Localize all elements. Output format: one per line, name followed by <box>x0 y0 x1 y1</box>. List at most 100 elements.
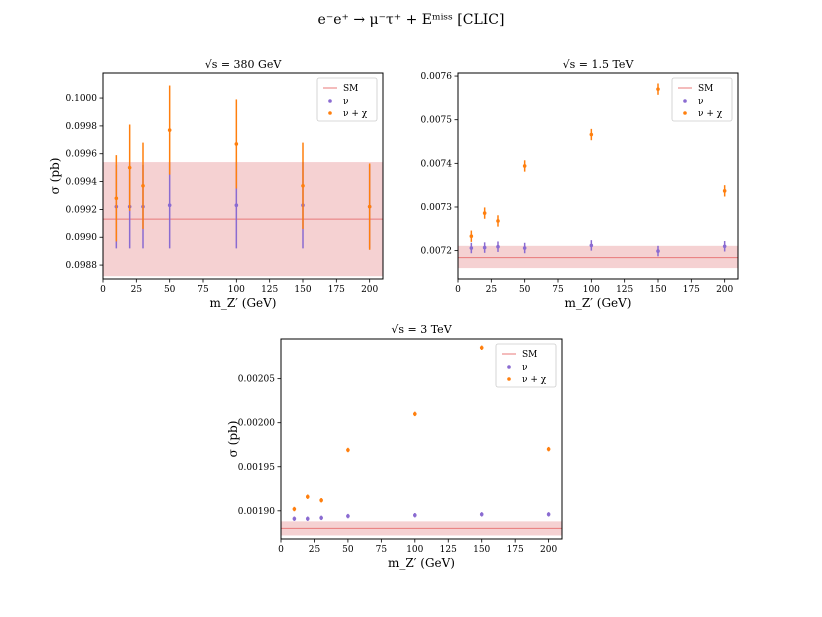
y-axis-label: σ (pb) <box>226 421 240 458</box>
data-point <box>546 512 551 517</box>
data-point <box>589 132 594 137</box>
axes-frame <box>457 72 739 280</box>
data-point <box>346 448 350 452</box>
y-tick-label: 0.0996 <box>66 150 98 160</box>
data-point <box>482 245 487 250</box>
x-tick-label: 100 <box>583 285 600 295</box>
legend-nu-chi-label: ν + χ <box>698 109 723 119</box>
data-point <box>234 203 239 208</box>
data-point <box>722 189 727 193</box>
series-nu-chi <box>469 83 727 242</box>
series-nu <box>292 512 551 521</box>
x-tick-label: 25 <box>131 285 143 295</box>
legend-nu-chi-label: ν + χ <box>343 109 368 119</box>
y-tick-label: 0.0076 <box>421 72 453 82</box>
x-tick-label: 175 <box>328 285 345 295</box>
x-tick-label: 50 <box>519 285 531 295</box>
series-nu-chi <box>114 85 372 250</box>
data-point <box>496 244 500 249</box>
data-point <box>479 512 484 517</box>
x-tick-label: 75 <box>376 545 388 555</box>
x-tick-label: 75 <box>552 285 564 295</box>
x-tick-label: 150 <box>649 285 666 295</box>
x-axis-label: m_Z′ (GeV) <box>210 296 277 310</box>
data-point <box>722 244 727 249</box>
data-point <box>656 249 660 253</box>
x-tick-label: 25 <box>309 545 321 555</box>
data-point <box>346 514 350 518</box>
legend-nu-chi-marker <box>683 111 687 115</box>
panel-380gev: 0 25 50 75 100 125 150 175 200 0.0988 0.0990 0.0992… <box>48 58 384 310</box>
legend-nu-marker <box>328 99 332 103</box>
data-point <box>413 412 417 416</box>
data-point <box>167 128 172 132</box>
x-tick-label: 50 <box>342 545 354 555</box>
data-point <box>292 516 297 521</box>
legend-sm-label: SM <box>698 84 713 94</box>
x-tick-label: 200 <box>716 285 733 295</box>
x-tick-label: 50 <box>164 285 176 295</box>
x-tick-label: 200 <box>361 285 378 295</box>
y-tick-label: 0.0075 <box>421 116 453 126</box>
axes-frame <box>102 72 384 280</box>
data-point <box>656 87 660 91</box>
data-point <box>305 494 310 499</box>
y-tick-label: 0.0994 <box>66 178 98 188</box>
data-point <box>496 219 500 223</box>
data-point <box>301 183 305 188</box>
y-tick-label: 0.0072 <box>421 247 453 257</box>
x-tick-label: 75 <box>197 285 209 295</box>
x-tick-label: 125 <box>440 545 457 555</box>
x-tick-label: 100 <box>406 545 423 555</box>
legend-nu-label: ν <box>343 97 348 107</box>
x-tick-label: 175 <box>683 285 700 295</box>
legend-sm-label: SM <box>343 84 358 94</box>
legend-nu-label: ν <box>522 363 527 373</box>
panel-title: √s = 380 GeV <box>205 58 283 71</box>
x-axis-label: m_Z′ (GeV) <box>388 556 455 570</box>
data-point <box>522 246 527 250</box>
panel-title: √s = 1.5 TeV <box>563 58 635 71</box>
data-point <box>482 211 487 215</box>
data-point <box>413 513 417 518</box>
x-tick-label: 125 <box>261 285 278 295</box>
legend-nu-chi-label: ν + χ <box>522 375 547 385</box>
data-point <box>141 183 145 188</box>
y-tick-label: 0.0990 <box>66 233 98 243</box>
data-point <box>234 142 239 146</box>
data-point <box>469 234 474 239</box>
x-tick-label: 100 <box>228 285 245 295</box>
x-tick-label: 175 <box>507 545 524 555</box>
y-tick-label: 0.0988 <box>66 261 98 271</box>
data-point <box>127 165 132 170</box>
data-point <box>589 243 594 248</box>
legend: SM ν ν + χ <box>495 343 557 388</box>
data-point <box>319 516 323 520</box>
data-point <box>546 447 551 451</box>
y-tick-label: 0.0073 <box>421 203 453 213</box>
x-tick-label: 200 <box>540 545 557 555</box>
data-point <box>292 507 297 511</box>
sm-band <box>458 245 738 269</box>
x-tick-label: 0 <box>455 285 461 295</box>
panel-3tev: 0 25 50 75 100 125 150 175 200 0.00190 0.00195 0.00… <box>226 323 563 570</box>
data-point <box>522 164 527 168</box>
data-point <box>319 498 323 503</box>
y-tick-label: 0.0992 <box>66 205 98 215</box>
y-axis-label: σ (pb) <box>48 158 62 195</box>
data-point <box>367 204 372 209</box>
y-tick-label: 0.1000 <box>66 94 98 104</box>
x-tick-label: 150 <box>473 545 490 555</box>
data-point <box>469 246 474 250</box>
figure-title: e⁻e⁺ → μ⁻τ⁺ + Eᵐⁱˢˢ [CLIC] <box>318 12 505 28</box>
legend-sm-label: SM <box>522 350 537 360</box>
y-tick-label: 0.00200 <box>238 419 275 429</box>
panel-title: √s = 3 TeV <box>391 323 452 336</box>
legend: SM ν ν + χ <box>316 77 378 122</box>
x-tick-label: 0 <box>100 285 106 295</box>
x-axis-label: m_Z′ (GeV) <box>565 296 632 310</box>
x-tick-label: 25 <box>486 285 498 295</box>
axes-frame <box>280 338 563 540</box>
data-point <box>114 196 119 201</box>
